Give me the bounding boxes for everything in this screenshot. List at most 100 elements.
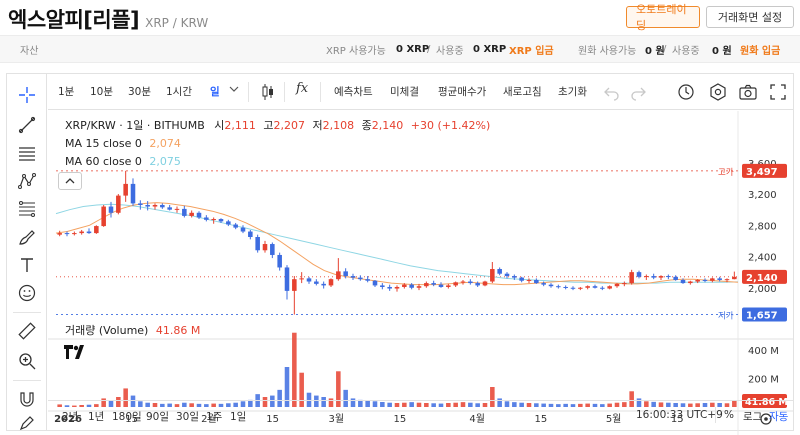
candle [292,279,297,291]
interval-30m[interactable]: 30분 [128,86,152,98]
volume-bar [182,402,187,407]
range-2y[interactable]: 2년 [62,411,79,423]
range-1d[interactable]: 1일 [230,411,247,423]
volume-bar [79,405,84,407]
bottom-divider [715,407,716,423]
percent-toggle[interactable]: % [724,409,734,421]
xrp-deposit-link[interactable]: XRP 입금 [509,45,554,57]
undo-icon[interactable] [602,82,622,102]
volume-bar [277,389,282,407]
volume-bar [409,402,414,407]
price-tick-label: 3,200 [748,190,777,201]
volume-bar [189,403,194,407]
text-icon[interactable] [16,254,38,276]
current-price-tag-bg [742,269,787,284]
price-chart[interactable]: 3,6003,2002,8002,4002,000고가저가3,4972,1401… [48,111,793,435]
candle [512,276,517,278]
volume-bar [138,401,143,407]
volume-bar [556,404,561,407]
candle [409,284,414,288]
range-90d[interactable]: 90일 [146,411,170,423]
log-toggle[interactable]: 로그 [743,411,763,423]
candle [658,276,664,278]
candle [490,269,495,282]
candle [284,267,290,291]
volume-current-tag: 41.86 M [745,397,788,408]
time-axis-label: 3월 [328,413,344,425]
trade-settings-button[interactable]: 거래화면 설정 [706,6,794,28]
candle [710,278,715,281]
candle [475,283,480,286]
emoji-icon[interactable] [16,282,38,304]
interval-1d[interactable]: 일 [210,86,220,98]
tool-divider [13,312,41,313]
chart-toolbar: 1분 10분 30분 1시간 일 fx 예측차트 미체결 평균매수가 새로고침 … [48,74,793,110]
candle [57,233,62,235]
chart-container: 1분 10분 30분 1시간 일 fx 예측차트 미체결 평균매수가 새로고침 … [6,73,794,435]
volume-bar [680,403,686,407]
alert-clock-icon[interactable] [676,82,696,102]
krw-deposit-link[interactable]: 원화 입금 [740,45,781,57]
camera-icon[interactable] [738,82,758,102]
range-180d[interactable]: 180일 [112,411,142,423]
fib-icon[interactable] [16,198,38,220]
volume-bar [710,402,715,407]
fullscreen-icon[interactable] [768,82,788,102]
magnet-icon[interactable] [16,388,38,410]
interval-1h[interactable]: 1시간 [166,86,193,98]
unfilled-button[interactable]: 미체결 [390,86,419,98]
interval-1m[interactable]: 1분 [58,86,75,98]
legend-collapse-button[interactable] [58,172,82,190]
refresh-button[interactable]: 새로고침 [503,86,542,98]
volume-bar [526,403,532,407]
volume-bar [321,397,326,407]
tool-divider-2 [13,380,41,381]
crosshair-icon[interactable] [16,84,38,106]
candle [167,207,172,210]
forecast-chart-button[interactable]: 예측차트 [334,86,373,98]
horizontal-lines-icon[interactable] [16,142,38,164]
candle [424,283,429,287]
candle [123,183,128,196]
auto-trading-button[interactable]: 오토트레이딩 [626,3,700,32]
volume-bar [343,389,348,407]
legend-open-label: 시 [214,119,225,132]
pattern-icon[interactable] [16,170,38,192]
settings-gear-icon[interactable] [708,82,728,102]
range-30d[interactable]: 30일 [176,411,200,423]
volume-bar [446,403,451,407]
candle [314,281,319,284]
volume-bar [592,403,598,407]
xrp-available-value: 0 XRP [396,43,430,55]
ma15-legend: MA 15 close 0 2,074 [65,137,181,150]
candle [182,208,187,216]
pencil-lock-icon[interactable] [16,412,38,434]
interval-10m[interactable]: 10분 [90,86,114,98]
indicator-fx-icon[interactable]: fx [296,81,309,96]
candle [600,287,605,289]
candle [138,203,143,205]
time-axis-label: 15 [394,414,407,425]
brush-icon[interactable] [16,226,38,248]
candle-type-icon[interactable] [258,82,278,102]
candle [86,231,92,234]
legend-symbol: XRP/KRW · 1일 · BITHUMB [65,119,205,132]
range-1w[interactable]: 1주 [206,411,223,423]
ruler-icon[interactable] [16,320,38,342]
reset-button[interactable]: 초기화 [558,86,587,98]
candle [416,286,422,288]
toolbar-divider [248,82,249,102]
candle [72,233,77,235]
range-1y[interactable]: 1년 [88,411,105,423]
avg-buy-button[interactable]: 평균매수가 [438,86,487,98]
trend-line-icon[interactable] [16,114,38,136]
chevron-down-icon[interactable] [228,83,240,103]
zoom-in-icon[interactable] [16,350,38,372]
redo-icon[interactable] [628,82,648,102]
auto-toggle[interactable]: 자동 [769,411,789,423]
volume-bar [123,388,128,407]
candle [306,278,312,282]
volume-bar [101,398,106,407]
volume-bar [585,403,590,407]
candle [402,284,407,287]
